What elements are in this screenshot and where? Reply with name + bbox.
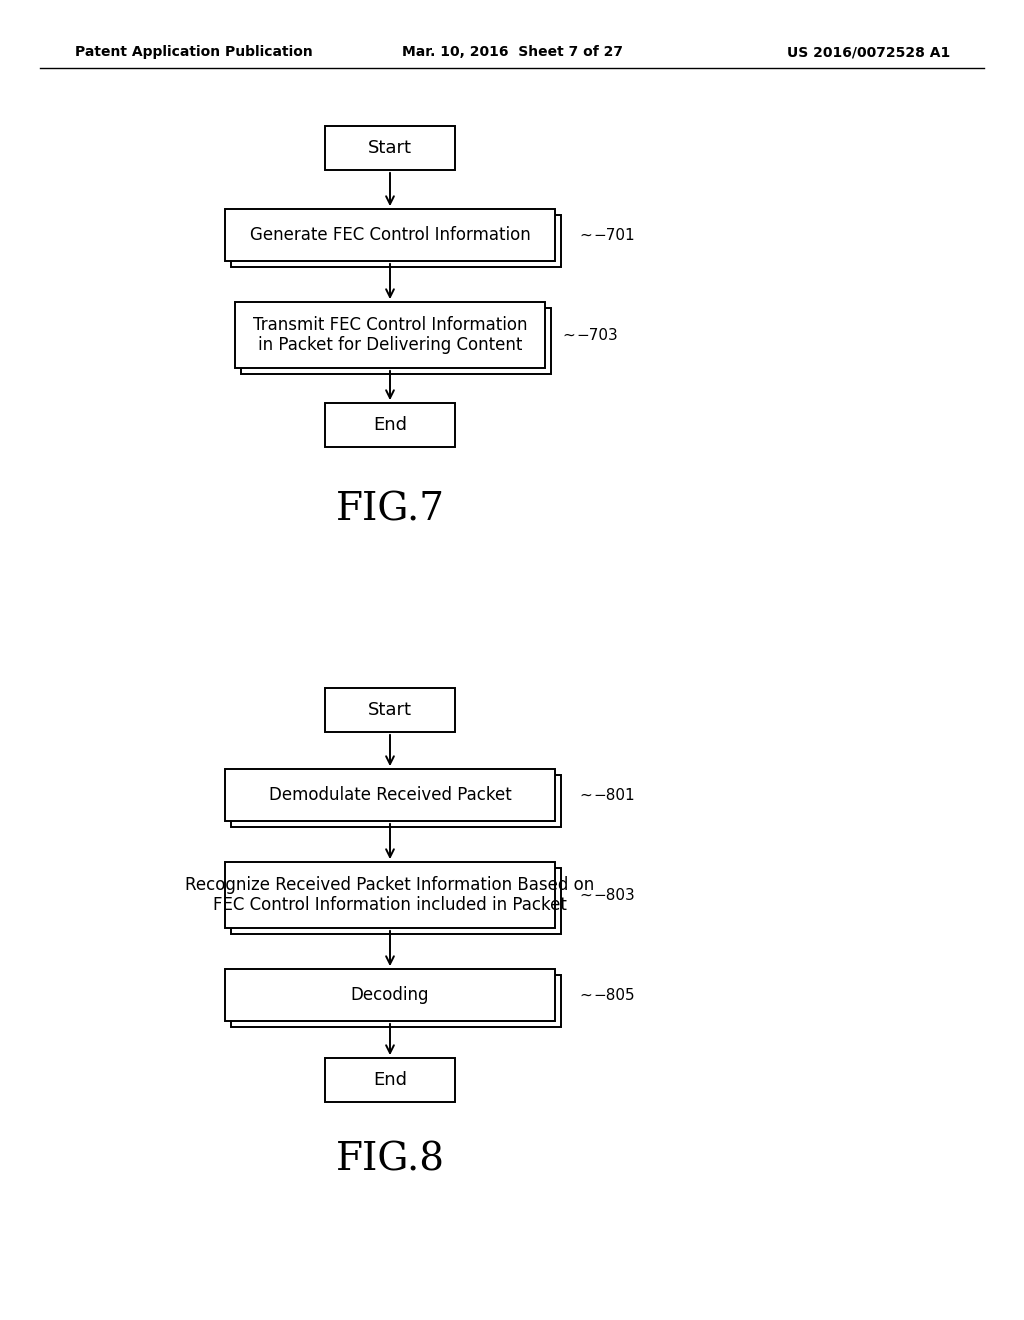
FancyBboxPatch shape [325,1059,455,1102]
FancyBboxPatch shape [325,125,455,170]
Bar [231,975,561,1027]
Text: End: End [373,416,407,434]
Text: ~: ~ [562,327,574,342]
Text: Patent Application Publication: Patent Application Publication [75,45,312,59]
FancyBboxPatch shape [325,688,455,733]
Text: FIG.7: FIG.7 [336,491,444,528]
Bar [241,308,551,374]
Text: ~: ~ [579,887,592,903]
Text: ~: ~ [579,788,592,803]
Text: Start: Start [368,701,412,719]
Text: Start: Start [368,139,412,157]
Text: FIG.8: FIG.8 [336,1142,444,1179]
Bar [234,302,545,368]
Bar [231,869,561,935]
Bar [225,969,555,1020]
Text: ~: ~ [579,987,592,1002]
Text: ~: ~ [579,227,592,243]
Text: Demodulate Received Packet: Demodulate Received Packet [268,785,511,804]
Text: −703: −703 [575,327,617,342]
Text: Transmit FEC Control Information
in Packet for Delivering Content: Transmit FEC Control Information in Pack… [253,315,527,354]
Bar [225,770,555,821]
Text: −805: −805 [593,987,635,1002]
Bar [231,775,561,828]
Text: Decoding: Decoding [351,986,429,1005]
Text: −701: −701 [593,227,635,243]
Bar [231,215,561,267]
Bar [225,862,555,928]
Text: −801: −801 [593,788,635,803]
Bar [225,209,555,261]
Text: −803: −803 [593,887,635,903]
Text: US 2016/0072528 A1: US 2016/0072528 A1 [786,45,950,59]
Text: Mar. 10, 2016  Sheet 7 of 27: Mar. 10, 2016 Sheet 7 of 27 [401,45,623,59]
FancyBboxPatch shape [325,403,455,447]
Text: End: End [373,1071,407,1089]
Text: Recognize Received Packet Information Based on
FEC Control Information included : Recognize Received Packet Information Ba… [185,875,595,915]
Text: Generate FEC Control Information: Generate FEC Control Information [250,226,530,244]
